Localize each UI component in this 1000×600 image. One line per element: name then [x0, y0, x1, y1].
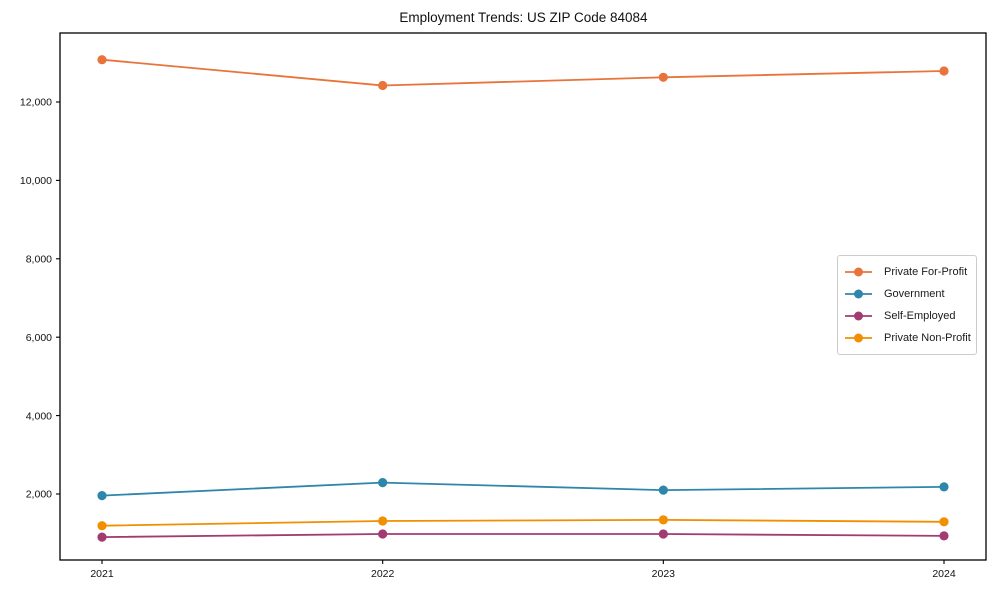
legend: Private For-Profit Government Self-Employe… — [837, 255, 977, 355]
chart-title: Employment Trends: US ZIP Code 84084 — [399, 10, 648, 25]
series-line-government — [101, 481, 945, 497]
legend-item-self-employed: Self-Employed — [845, 305, 968, 327]
data-point-private-for-profit-2022 — [378, 80, 388, 91]
series-line-private-non-profit — [101, 519, 945, 527]
data-point-private-non-profit-2021 — [97, 521, 107, 531]
data-point-self-employed-2023 — [658, 529, 668, 539]
legend-label: Self-Employed — [884, 310, 956, 322]
data-point-private-non-profit-2024 — [939, 517, 949, 527]
legend-item-private-non-profit: Private Non-Profit — [845, 327, 971, 349]
legend-marker-private-for-profit — [845, 267, 872, 277]
series-line-private-for-profit — [101, 58, 945, 87]
data-point-government-2022 — [378, 478, 388, 488]
axes-frame — [59, 32, 987, 561]
legend-label: Government — [884, 288, 945, 300]
legend-label: Private Non-Profit — [884, 332, 971, 344]
data-point-self-employed-2024 — [939, 531, 949, 541]
y-tick-label: 12,000 — [20, 97, 52, 109]
data-point-private-non-profit-2023 — [658, 515, 668, 525]
x-tick-label: 2022 — [371, 568, 395, 580]
data-point-government-2021 — [97, 491, 107, 501]
x-tick-label: 2021 — [90, 568, 114, 580]
y-tick-label: 4,000 — [26, 410, 52, 422]
data-point-private-for-profit-2023 — [658, 72, 668, 82]
series-line-self-employed — [101, 533, 945, 538]
y-tick-label: 10,000 — [20, 175, 52, 187]
y-tick-label: 8,000 — [26, 253, 52, 265]
data-point-self-employed-2021 — [97, 532, 107, 542]
x-tick-label: 2024 — [932, 568, 956, 580]
legend-label: Private For-Profit — [884, 266, 968, 278]
legend-marker-self-employed — [845, 311, 872, 321]
data-point-government-2024 — [939, 482, 949, 492]
legend-marker-government — [845, 289, 872, 299]
legend-item-private-for-profit: Private For-Profit — [845, 261, 968, 283]
y-tick-label: 6,000 — [26, 332, 52, 344]
legend-marker-private-non-profit — [845, 333, 872, 343]
legend-item-government: Government — [845, 283, 968, 305]
y-tick-label: 2,000 — [26, 489, 52, 501]
data-point-self-employed-2022 — [378, 529, 388, 539]
data-point-government-2023 — [658, 485, 668, 495]
data-point-private-non-profit-2022 — [378, 516, 388, 526]
data-point-private-for-profit-2024 — [939, 66, 949, 76]
data-point-private-for-profit-2021 — [97, 55, 107, 65]
x-tick-label: 2023 — [652, 568, 676, 580]
